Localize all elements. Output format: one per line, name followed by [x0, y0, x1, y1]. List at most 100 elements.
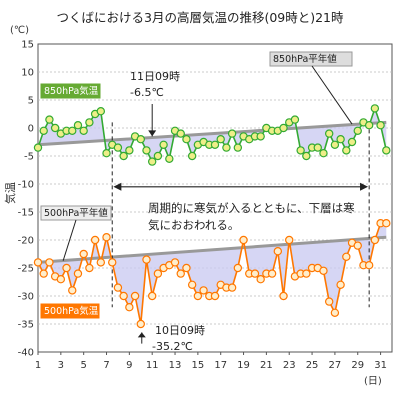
data-point-500 [273, 246, 283, 256]
data-point-850 [79, 126, 88, 136]
data-point-850 [364, 120, 374, 130]
data-point-500 [62, 263, 71, 273]
data-point-500 [182, 263, 191, 273]
data-point-850 [153, 151, 163, 161]
x-tick-label: 3 [58, 360, 64, 371]
data-point-850 [147, 157, 157, 166]
label-850-normal-text: 850hPa平年値 [273, 53, 337, 65]
data-point-500 [364, 261, 374, 270]
y-tick-label: -40 [18, 348, 34, 359]
data-point-850 [382, 146, 391, 155]
data-point-500 [285, 235, 294, 245]
y-tick-label: -35 [18, 320, 34, 331]
label-850-observed-text: 850hPa気温 [44, 85, 99, 97]
data-point-850 [176, 129, 185, 138]
data-point-500 [96, 258, 106, 267]
y-tick-label: 10 [21, 68, 34, 79]
y-tick-label: -10 [18, 180, 34, 191]
data-point-500 [33, 258, 43, 267]
y-tick-label: -15 [18, 208, 34, 219]
chart-title: つくばにおける3月の高層気温の推移(09時と)21時 [56, 10, 344, 25]
data-point-850 [210, 140, 220, 149]
data-point-850 [336, 134, 345, 144]
data-point-500 [279, 291, 288, 301]
x-tick-label: 25 [306, 360, 319, 371]
x-tick-label: 7 [103, 360, 109, 371]
label-850-normal-box [269, 51, 353, 67]
y-tick-label: -5 [24, 152, 34, 163]
data-point-850 [319, 148, 328, 158]
data-point-500 [239, 235, 248, 245]
annotation-500-arrowhead [137, 332, 146, 338]
data-point-500 [108, 258, 117, 267]
data-point-850 [279, 123, 288, 133]
data-point-500 [113, 283, 123, 292]
x-tick-label: 27 [329, 360, 342, 371]
x-tick-label: 29 [351, 360, 364, 371]
data-point-500 [39, 269, 48, 278]
y-tick-label: -25 [18, 264, 34, 275]
data-point-500 [73, 269, 83, 278]
data-point-500 [125, 303, 134, 312]
data-point-500 [210, 291, 220, 301]
data-point-850 [165, 154, 174, 163]
annotation-850-min-value: -6.5℃ [130, 86, 164, 99]
data-point-850 [222, 143, 231, 152]
annotation-850-min-date: 11日09時 [130, 70, 180, 83]
data-point-500 [130, 291, 140, 301]
data-point-850 [73, 120, 83, 130]
data-point-850 [187, 151, 197, 161]
data-point-850 [159, 140, 168, 149]
data-point-500 [302, 269, 311, 278]
data-point-850 [233, 143, 243, 152]
label-500-observed-text: 500hPa気温 [44, 305, 99, 317]
data-point-850 [353, 126, 362, 136]
data-point-500 [250, 269, 260, 278]
data-point-850 [347, 137, 357, 147]
data-point-850 [85, 118, 94, 127]
data-point-500 [136, 319, 145, 329]
data-point-850 [45, 115, 54, 124]
x-tick-label: 19 [237, 360, 250, 371]
data-point-500 [382, 218, 391, 228]
data-point-500 [227, 283, 237, 292]
data-point-500 [256, 275, 265, 284]
data-point-500 [85, 263, 94, 273]
x-tick-label: 13 [169, 360, 182, 371]
data-point-500 [170, 258, 180, 267]
data-point-850 [33, 143, 43, 152]
data-point-850 [256, 132, 265, 141]
data-point-500 [153, 269, 163, 278]
x-tick-label: 21 [260, 360, 273, 371]
period-arrowhead-left [113, 182, 122, 191]
data-point-500 [187, 280, 197, 289]
x-tick-label: 23 [283, 360, 296, 371]
data-point-500 [68, 286, 77, 295]
y-tick-label: 15 [21, 40, 34, 51]
data-point-850 [102, 148, 111, 158]
y-tick-label: 0 [28, 124, 34, 135]
data-point-500 [45, 258, 54, 267]
data-point-500 [102, 232, 111, 242]
x-axis-unit: (日) [364, 376, 382, 387]
data-point-850 [119, 151, 128, 161]
data-point-850 [330, 140, 340, 149]
x-tick-label: 31 [374, 360, 387, 371]
data-point-500 [342, 252, 351, 261]
data-point-850 [142, 146, 151, 155]
y-tick-label: -30 [18, 292, 34, 303]
data-point-500 [193, 291, 203, 301]
x-tick-label: 9 [126, 360, 132, 371]
x-tick-label: 5 [80, 360, 86, 371]
label-500-normal-text: 500hPa平年値 [44, 207, 108, 219]
data-point-850 [370, 104, 380, 113]
data-point-850 [324, 129, 334, 138]
y-tick-label: -20 [18, 236, 34, 247]
data-point-850 [342, 146, 351, 155]
y-axis-label: 気温 [3, 182, 17, 204]
data-point-850 [96, 106, 106, 116]
data-point-850 [290, 115, 300, 124]
data-point-850 [376, 120, 385, 130]
